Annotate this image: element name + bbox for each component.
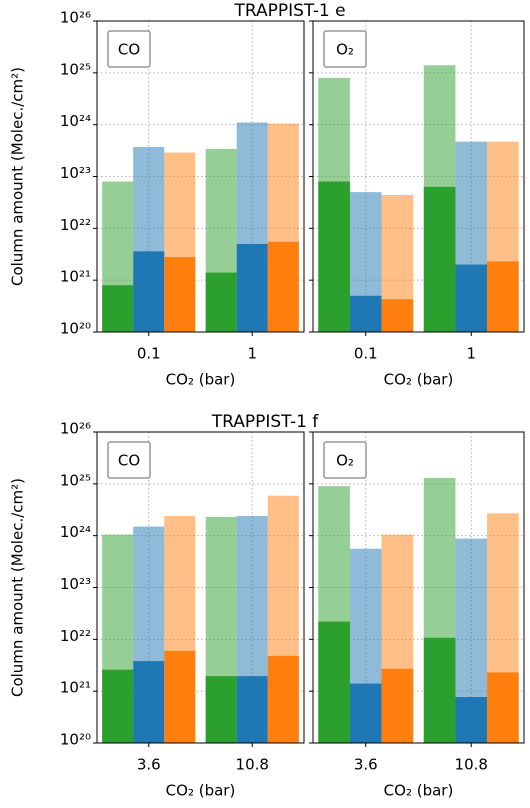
x-tick-label: 1 [247, 345, 257, 363]
y-tick-label: 10²¹ [60, 268, 91, 286]
inner-bar [455, 264, 488, 332]
y-tick-label: 10²⁵ [60, 471, 91, 489]
y-tick-label: 10²⁶ [60, 420, 91, 438]
inner-bar [236, 243, 268, 332]
axes-frame [96, 431, 305, 744]
inner-bar [487, 261, 519, 332]
annotation-box [107, 441, 151, 479]
x-tick-label: 0.1 [137, 345, 161, 363]
x-axis-label: CO₂ (bar) [166, 782, 236, 800]
y-tick-label: 10²⁰ [60, 731, 91, 749]
annotation-box [107, 30, 151, 68]
inner-bar [318, 621, 350, 743]
annotation-box [323, 441, 367, 479]
annotation: O₂ [336, 452, 354, 470]
inner-bar [267, 241, 299, 332]
inner-bar [423, 186, 456, 332]
x-tick-label: 3.6 [354, 756, 378, 774]
inner-bar [487, 672, 519, 743]
annotation: CO [118, 452, 140, 470]
y-tick-label: 10²⁴ [60, 112, 91, 130]
inner-bar [455, 697, 488, 743]
axes-frame [96, 20, 305, 333]
x-tick-label: 10.8 [236, 756, 269, 774]
axes-frame [312, 431, 525, 744]
x-axis-label: CO₂ (bar) [384, 782, 454, 800]
inner-bar [381, 299, 414, 332]
x-tick-label: 0.1 [354, 345, 378, 363]
x-axis-label: CO₂ (bar) [384, 371, 454, 389]
inner-bar [349, 683, 382, 743]
inner-bar [423, 637, 456, 743]
y-tick-label: 10²⁵ [60, 60, 91, 78]
x-tick-label: 3.6 [137, 756, 161, 774]
inner-bar [318, 181, 350, 332]
inner-bar [164, 650, 196, 743]
y-tick-label: 10²⁰ [60, 320, 91, 338]
inner-bar [267, 655, 299, 743]
y-tick-label: 10²³ [60, 164, 91, 182]
x-axis-label: CO₂ (bar) [166, 371, 236, 389]
inner-bar [205, 272, 237, 332]
x-tick-label: 1 [466, 345, 476, 363]
x-tick-label: 10.8 [455, 756, 488, 774]
y-tick-label: 10²² [60, 627, 91, 645]
y-axis-label: Column amount (Molec./cm²) [9, 67, 27, 286]
y-tick-label: 10²³ [60, 575, 91, 593]
y-tick-label: 10²² [60, 216, 91, 234]
inner-bar [164, 256, 196, 332]
inner-bar [133, 251, 165, 332]
annotation-box [323, 30, 367, 68]
inner-bar [381, 668, 414, 743]
chart-title: TRAPPIST-1 f [211, 412, 320, 432]
y-tick-label: 10²¹ [60, 679, 91, 697]
axes-frame [312, 20, 525, 333]
chart-title: TRAPPIST-1 e [233, 1, 345, 21]
inner-bar [102, 285, 134, 332]
y-axis-label: Column amount (Molec./cm²) [9, 478, 27, 697]
y-tick-label: 10²⁴ [60, 523, 91, 541]
inner-bar [133, 661, 165, 743]
annotation: O₂ [336, 41, 354, 59]
inner-bar [349, 295, 382, 332]
y-tick-label: 10²⁶ [60, 9, 91, 27]
inner-bar [205, 676, 237, 743]
inner-bar [236, 676, 268, 743]
annotation: CO [118, 41, 140, 59]
inner-bar [102, 669, 134, 743]
